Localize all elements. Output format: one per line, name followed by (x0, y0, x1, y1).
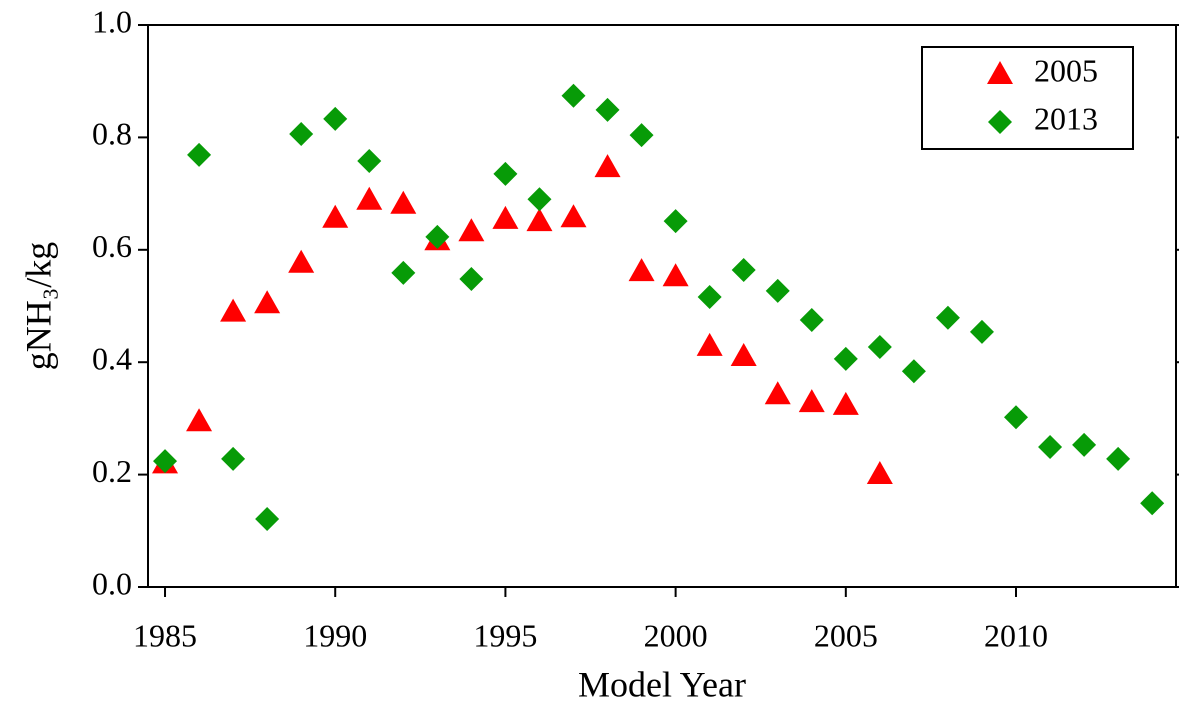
diamond-marker (833, 346, 858, 371)
diamond-marker (1140, 491, 1165, 516)
diamond-marker (731, 258, 756, 283)
triangle-marker (662, 263, 689, 287)
y-tick-label: 0.4 (92, 341, 132, 377)
x-tick-label: 2005 (814, 617, 878, 653)
triangle-marker (492, 205, 519, 229)
diamond-marker (527, 187, 552, 212)
diamond-marker (459, 267, 484, 292)
triangle-marker (594, 154, 621, 178)
y-tick-label: 0.0 (92, 565, 132, 601)
triangle-marker (254, 290, 281, 314)
diamond-marker (1038, 435, 1063, 460)
plot-frame (147, 24, 1177, 588)
triangle-marker (866, 461, 893, 485)
y-tick-label: 0.2 (92, 453, 132, 489)
diamond-marker (1004, 405, 1029, 430)
triangle-marker (458, 218, 485, 242)
y-axis-label: gNH₃/kg (18, 242, 58, 371)
triangle-marker (628, 258, 655, 282)
triangle-marker (832, 391, 859, 415)
legend-marker (987, 61, 1013, 84)
triangle-marker (356, 186, 383, 210)
diamond-marker (255, 506, 280, 531)
diamond-marker (1106, 446, 1131, 471)
diamond-marker (493, 161, 518, 186)
triangle-marker (390, 190, 417, 214)
legend-marker (988, 110, 1012, 134)
triangle-marker (730, 343, 757, 367)
diamond-marker (765, 278, 790, 303)
diamond-marker (289, 122, 314, 147)
y-tick-label: 1.0 (92, 3, 132, 39)
x-tick-label: 2000 (644, 617, 708, 653)
legend-label: 2013 (1034, 100, 1098, 136)
triangle-marker (798, 389, 825, 413)
x-axis-label: Model Year (578, 664, 746, 704)
diamond-marker (799, 308, 824, 333)
triangle-marker (322, 204, 349, 228)
diamond-marker (697, 285, 722, 310)
diamond-marker (323, 106, 348, 131)
diamond-marker (561, 83, 586, 108)
diamond-marker (867, 335, 892, 360)
triangle-marker (220, 298, 247, 322)
diamond-marker (1072, 432, 1097, 457)
legend-box (921, 46, 1134, 150)
diamond-marker (935, 305, 960, 330)
diamond-marker (357, 149, 382, 174)
diamond-marker (901, 359, 926, 384)
triangle-marker (764, 381, 791, 405)
triangle-marker (696, 332, 723, 356)
diamond-marker (663, 209, 688, 234)
triangle-marker (288, 249, 315, 273)
legend-label: 2005 (1034, 52, 1098, 88)
diamond-marker (391, 260, 416, 285)
diamond-marker (425, 224, 450, 249)
diamond-marker (969, 319, 994, 344)
x-tick-label: 1995 (473, 617, 537, 653)
triangle-marker (526, 208, 553, 232)
triangle-marker (560, 204, 587, 228)
diamond-marker (629, 123, 654, 148)
diamond-marker (153, 449, 178, 474)
y-tick-label: 0.8 (92, 116, 132, 152)
diamond-marker (595, 97, 620, 122)
triangle-marker (186, 408, 213, 432)
diamond-marker (187, 142, 212, 167)
x-tick-label: 2010 (984, 617, 1048, 653)
y-tick-label: 0.6 (92, 228, 132, 264)
diamond-marker (221, 446, 246, 471)
x-tick-label: 1990 (303, 617, 367, 653)
x-tick-label: 1985 (133, 617, 197, 653)
